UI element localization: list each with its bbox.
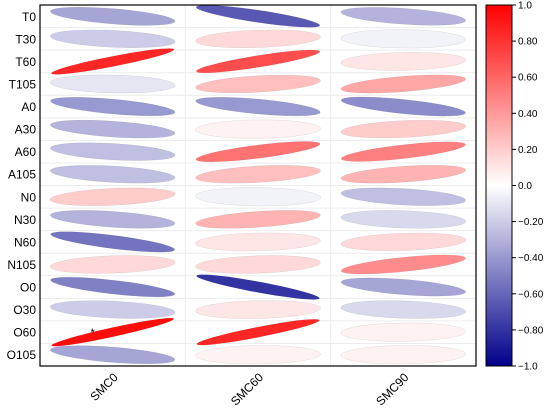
ellipse-t105-smc60 <box>195 74 321 94</box>
ellipse-o30-smc0 <box>49 300 176 319</box>
ellipse-a105-smc60 <box>195 165 321 184</box>
ellipse-n60-smc0 <box>50 231 175 253</box>
row-label: O60 <box>13 326 36 340</box>
row-label: N105 <box>7 258 36 272</box>
row-label: T60 <box>15 55 36 69</box>
row-label: A60 <box>15 145 37 159</box>
ellipse-a0-smc0 <box>50 96 176 117</box>
ellipse-t30-smc0 <box>49 29 176 48</box>
colorbar-ticks: 1.0 0.80 0.60 0.40 0.20 0.0 −0.20 −0.40 −0.60 −0.… <box>512 1 544 373</box>
significance-marker: * <box>91 327 96 339</box>
ellipse-a60-smc90 <box>340 141 466 162</box>
column-label: SMC60 <box>228 370 266 408</box>
ellipse-t105-smc90 <box>340 74 466 94</box>
ellipse-n30-smc60 <box>195 210 321 229</box>
ellipse-t0-smc0 <box>50 6 176 26</box>
colorbar-tick-label: −0.20 <box>518 217 544 228</box>
colorbar-tick-label: −0.60 <box>518 289 544 300</box>
row-label: T0 <box>22 10 36 24</box>
ellipse-n60-smc90 <box>340 232 467 252</box>
ellipse-o60-smc0 <box>51 317 174 347</box>
ellipse-o105-smc0 <box>50 345 176 365</box>
colorbar-tick-label: −0.40 <box>518 253 544 264</box>
row-label: T30 <box>15 32 36 46</box>
ellipse-t105-smc0 <box>49 74 176 94</box>
ellipse-t60-smc60 <box>196 49 320 74</box>
ellipse-a0-smc60 <box>195 96 321 117</box>
row-label: N30 <box>14 213 36 227</box>
row-label: A105 <box>8 168 36 182</box>
row-label: N60 <box>14 235 36 249</box>
ellipse-n60-smc60 <box>195 232 321 252</box>
ellipse-o60-smc90 <box>340 322 467 342</box>
colorbar-tick-label: 0.0 <box>518 181 532 192</box>
row-label: O0 <box>20 281 36 295</box>
ellipse-t30-smc60 <box>195 29 321 49</box>
colorbar-tick-label: 0.60 <box>518 73 538 84</box>
ellipse-o30-smc60 <box>195 300 321 319</box>
ellipse-t60-smc0 <box>51 48 175 75</box>
ellipse-n30-smc90 <box>340 210 467 229</box>
ellipse-t0-smc90 <box>340 7 466 26</box>
colorbar <box>485 4 513 367</box>
ellipse-a105-smc0 <box>50 165 176 184</box>
ellipse-n0-smc60 <box>195 187 321 207</box>
ellipse-n30-smc0 <box>50 210 176 229</box>
ellipse-a60-smc60 <box>195 141 321 163</box>
ellipse-o105-smc90 <box>340 345 467 365</box>
ellipse-t60-smc90 <box>340 52 467 71</box>
ellipse-o0-smc60 <box>196 274 320 300</box>
ellipse-o0-smc0 <box>50 276 176 298</box>
colorbar-tick-label: 0.20 <box>518 145 538 156</box>
ellipse-a30-smc60 <box>195 119 321 139</box>
row-labels: T0 T30 T60 T105 A0 A30 A60 A105 N0 N30 N60 N105 O0 O3… <box>7 10 37 362</box>
correlation-ellipses <box>49 5 467 365</box>
ellipse-o0-smc90 <box>340 277 466 297</box>
ellipse-o30-smc90 <box>340 300 467 319</box>
column-labels: SMC0 SMC60 SMC90 <box>87 370 411 408</box>
ellipse-a30-smc0 <box>50 119 176 139</box>
row-label: O105 <box>7 348 37 362</box>
ellipse-o60-smc60 <box>196 318 320 346</box>
grid-lines <box>40 5 476 366</box>
ellipse-a60-smc0 <box>50 142 176 161</box>
ellipse-t0-smc60 <box>195 5 321 28</box>
ellipse-n105-smc60 <box>195 255 321 274</box>
colorbar-tick-label: −0.80 <box>518 325 544 336</box>
ellipse-a30-smc90 <box>340 119 467 139</box>
row-label: A30 <box>15 123 37 137</box>
ellipse-n105-smc0 <box>49 255 176 274</box>
colorbar-tick-label: 0.40 <box>518 109 538 120</box>
ellipse-a105-smc90 <box>340 165 466 184</box>
ellipse-n0-smc90 <box>340 187 466 206</box>
column-label: SMC90 <box>373 370 411 408</box>
colorbar-tick-label: −1.0 <box>518 362 538 373</box>
significance-markers: * <box>91 327 96 339</box>
row-label: O30 <box>13 303 36 317</box>
row-label: T105 <box>9 77 37 91</box>
ellipse-t30-smc90 <box>340 29 467 49</box>
ellipse-n0-smc0 <box>49 187 176 206</box>
ellipse-a0-smc90 <box>340 96 466 117</box>
colorbar-tick-label: 1.0 <box>518 1 532 12</box>
colorbar-tick-label: 0.80 <box>518 37 538 48</box>
column-label: SMC0 <box>87 370 121 404</box>
ellipse-o105-smc60 <box>195 345 321 365</box>
row-label: N0 <box>21 190 37 204</box>
plot-border <box>39 4 477 367</box>
row-label: A0 <box>21 100 36 114</box>
ellipse-n105-smc90 <box>340 254 466 275</box>
